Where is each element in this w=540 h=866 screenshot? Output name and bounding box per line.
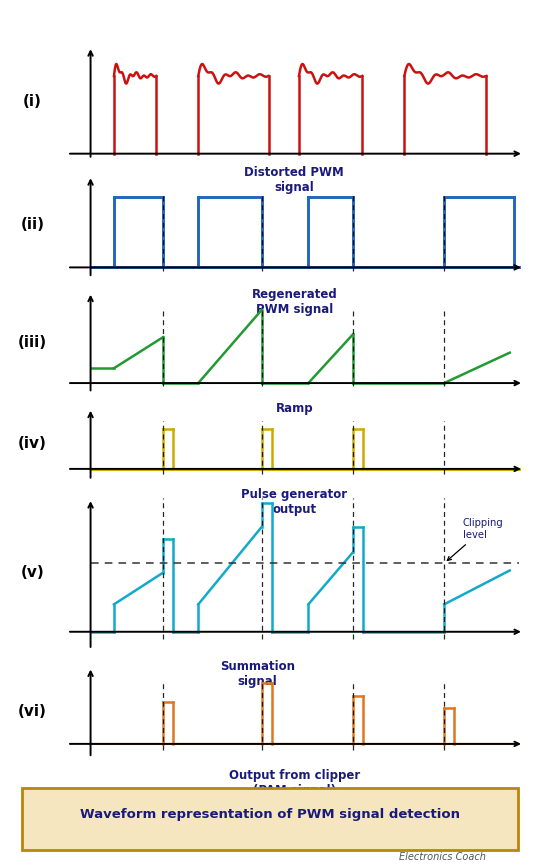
Text: Ramp: Ramp — [275, 402, 313, 416]
Text: (iv): (iv) — [18, 436, 47, 451]
Text: Distorted PWM
signal: Distorted PWM signal — [245, 166, 344, 194]
Text: Clipping
level: Clipping level — [447, 519, 504, 560]
Text: Output from clipper
(PAM signal): Output from clipper (PAM signal) — [228, 769, 360, 797]
Text: Electronics Coach: Electronics Coach — [400, 851, 486, 862]
Text: (v): (v) — [21, 565, 44, 579]
Text: (iii): (iii) — [18, 335, 47, 350]
Text: (i): (i) — [23, 94, 42, 109]
Text: (ii): (ii) — [21, 217, 45, 232]
FancyBboxPatch shape — [22, 788, 518, 850]
Text: Pulse generator
output: Pulse generator output — [241, 488, 347, 516]
Text: Regenerated
PWM signal: Regenerated PWM signal — [252, 288, 337, 315]
Text: Waveform representation of PWM signal detection: Waveform representation of PWM signal de… — [80, 808, 460, 821]
Text: Summation
signal: Summation signal — [220, 661, 295, 688]
Text: (vi): (vi) — [18, 704, 47, 720]
